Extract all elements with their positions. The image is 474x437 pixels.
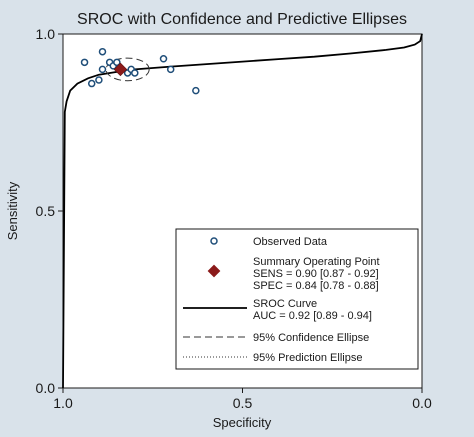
x-tick-label: 0.0 <box>412 395 432 411</box>
y-tick-label: 0.5 <box>36 203 56 219</box>
observed-data-point <box>166 65 175 74</box>
observed-data-point <box>113 58 121 67</box>
legend-observed-marker <box>210 237 218 245</box>
legend-sroc-auc: AUC = 0.92 [0.89 - 0.94] <box>253 310 372 322</box>
y-tick-label: 1.0 <box>36 26 56 42</box>
sroc-curve-line <box>62 33 423 389</box>
legend-confidence-label: 95% Confidence Ellipse <box>253 332 369 344</box>
chart-title: SROC with Confidence and Predictive Elli… <box>77 11 407 28</box>
x-tick-label: 1.0 <box>53 395 73 411</box>
y-tick-label: 0.0 <box>36 380 56 396</box>
observed-data-point <box>80 58 89 67</box>
observed-data-point <box>98 47 107 56</box>
observed-data-point <box>87 79 96 88</box>
observed-points <box>80 47 200 95</box>
observed-data-point <box>192 86 200 95</box>
axis-ticks: 1.0 0.5 0.0 0.0 0.5 1.0 <box>36 26 432 411</box>
x-tick-label: 0.5 <box>233 395 253 411</box>
observed-data-point <box>131 69 139 77</box>
legend-box <box>175 228 419 370</box>
legend-summary-spec: SPEC = 0.84 [0.78 - 0.88] <box>253 280 379 292</box>
legend-summary-marker <box>207 264 221 278</box>
observed-data-point <box>98 65 107 74</box>
observed-data-point <box>95 76 103 84</box>
observed-data-point <box>159 55 168 63</box>
legend: Observed Data Summary Operating Point SE… <box>175 228 419 370</box>
legend-prediction-label: 95% Prediction Ellipse <box>253 352 362 364</box>
y-axis-label: Sensitivity <box>5 181 20 240</box>
legend-summary-sens: SENS = 0.90 [0.87 - 0.92] <box>253 268 379 280</box>
confidence-ellipse <box>105 57 150 82</box>
summary-operating-point <box>113 62 128 77</box>
legend-summary-title: Summary Operating Point <box>253 256 380 268</box>
x-axis-label: Specificity <box>213 415 272 430</box>
legend-sroc-title: SROC Curve <box>253 298 317 310</box>
legend-observed-label: Observed Data <box>253 236 328 248</box>
